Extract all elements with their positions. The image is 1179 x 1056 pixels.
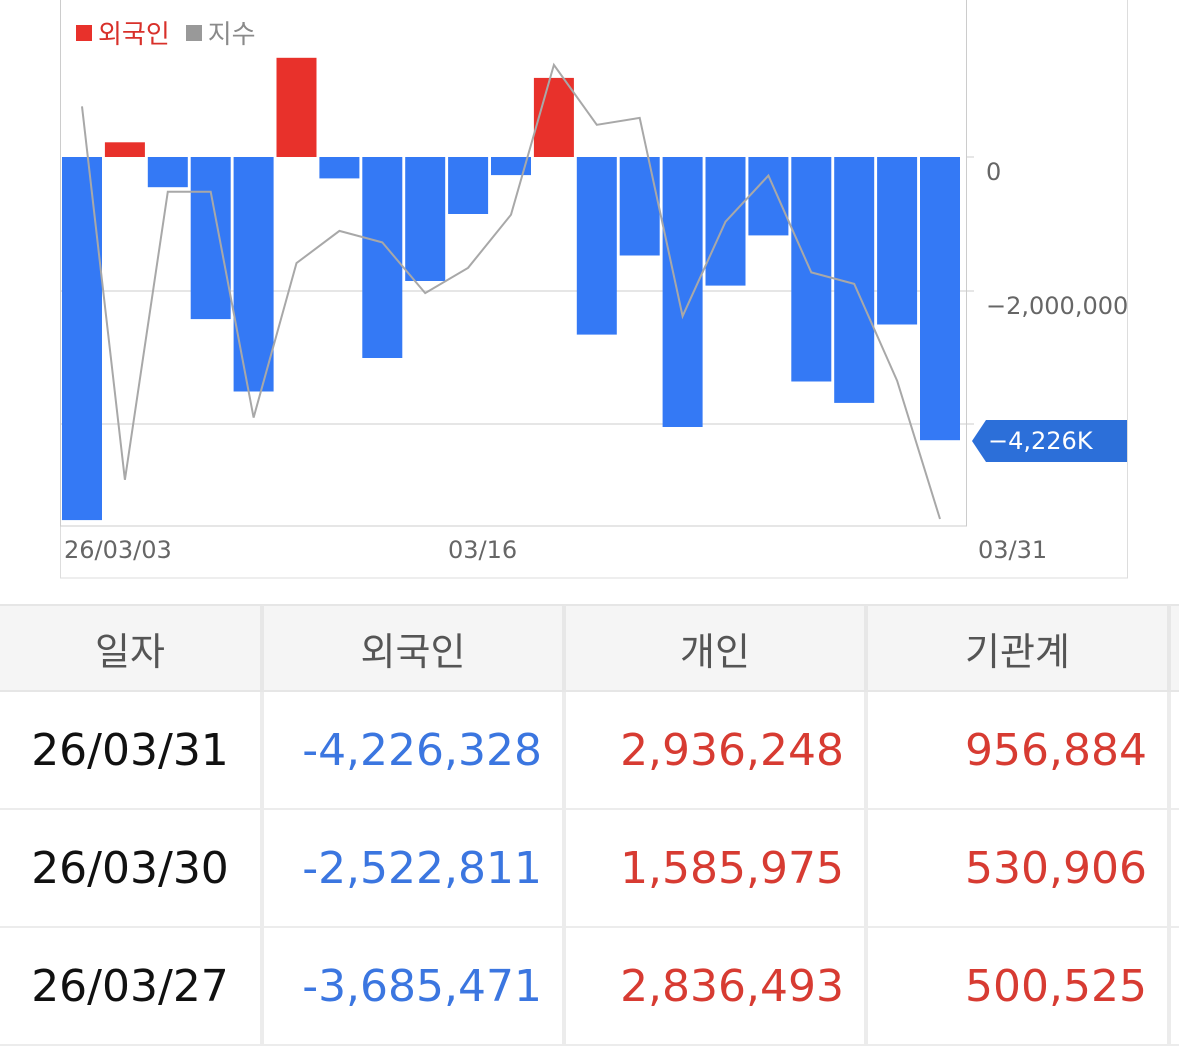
bar-5[interactable] — [276, 57, 317, 157]
header-institution[interactable]: 기관계 — [868, 604, 1171, 692]
cell-individual: 2,836,493 — [566, 928, 868, 1046]
bar-2[interactable] — [147, 157, 188, 188]
bar-17[interactable] — [791, 157, 832, 382]
cell-overflow — [1171, 692, 1179, 810]
bar-0[interactable] — [62, 157, 102, 521]
bar-8[interactable] — [405, 157, 446, 281]
legend-item-foreign[interactable]: 외국인 — [76, 14, 170, 51]
legend-swatch-foreign — [76, 24, 92, 41]
x-tick-label-0: 26/03/03 — [64, 536, 172, 564]
bar-20[interactable] — [920, 157, 960, 441]
cell-individual: 1,585,975 — [566, 810, 868, 928]
chart-legend: 외국인 지수 — [76, 14, 272, 51]
cell-date: 26/03/30 — [0, 810, 264, 928]
x-tick-label-2: 03/31 — [978, 536, 1047, 564]
header-individual[interactable]: 개인 — [566, 604, 868, 692]
last-value-tag: −4,226K — [972, 420, 1127, 462]
bar-9[interactable] — [448, 157, 489, 214]
y-tick-label-1: −2,000,000 — [986, 292, 1128, 320]
header-date[interactable]: 일자 — [0, 604, 264, 692]
table-row[interactable]: 26/03/30 -2,522,811 1,585,975 530,906 — [0, 810, 1179, 928]
index-line — [81, 62, 941, 520]
header-overflow — [1171, 604, 1179, 692]
cell-overflow — [1171, 810, 1179, 928]
plot-frame — [60, 0, 967, 527]
cell-foreign: -2,522,811 — [264, 810, 566, 928]
cell-overflow — [1171, 928, 1179, 1046]
bar-16[interactable] — [748, 157, 789, 236]
cell-foreign: -4,226,328 — [264, 692, 566, 810]
x-tick-label-1: 03/16 — [448, 536, 517, 564]
bar-6[interactable] — [319, 157, 360, 179]
cell-foreign: -3,685,471 — [264, 928, 566, 1046]
investor-table: 일자 외국인 개인 기관계 26/03/31 -4,226,328 2,936,… — [0, 604, 1179, 1046]
investor-chart: 0 −2,000,000 26/03/03 03/16 03/31 — [60, 0, 1128, 579]
bar-11[interactable] — [533, 77, 574, 157]
y-tick-label-0: 0 — [986, 158, 1001, 186]
legend-swatch-index — [185, 24, 202, 41]
legend-label-index: 지수 — [207, 20, 256, 50]
bar-12[interactable] — [576, 157, 617, 335]
cell-date: 26/03/27 — [0, 928, 264, 1046]
table-row[interactable]: 26/03/31 -4,226,328 2,936,248 956,884 — [0, 692, 1179, 810]
bar-4[interactable] — [233, 157, 274, 392]
table-row[interactable]: 26/03/27 -3,685,471 2,836,493 500,525 — [0, 928, 1179, 1046]
cell-institution: 956,884 — [868, 692, 1171, 810]
cell-institution: 500,525 — [868, 928, 1171, 1046]
legend-label-foreign: 외국인 — [98, 20, 170, 50]
bar-14[interactable] — [662, 157, 703, 427]
last-value-text: −4,226K — [988, 427, 1093, 455]
bar-19[interactable] — [877, 157, 918, 325]
bar-3[interactable] — [190, 157, 231, 320]
bar-1[interactable] — [104, 142, 145, 157]
bar-13[interactable] — [619, 157, 660, 256]
bar-10[interactable] — [491, 157, 531, 176]
legend-item-index[interactable]: 지수 — [185, 14, 256, 51]
header-foreign[interactable]: 외국인 — [264, 604, 566, 692]
cell-individual: 2,936,248 — [566, 692, 868, 810]
cell-institution: 530,906 — [868, 810, 1171, 928]
cell-date: 26/03/31 — [0, 692, 264, 810]
table-header-row: 일자 외국인 개인 기관계 — [0, 604, 1179, 692]
